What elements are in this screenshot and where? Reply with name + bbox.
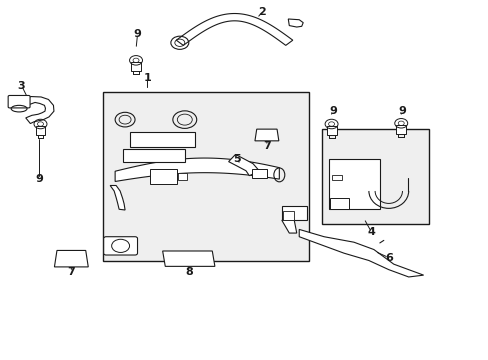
Polygon shape <box>26 96 54 123</box>
FancyBboxPatch shape <box>103 237 137 255</box>
Text: 9: 9 <box>133 30 141 39</box>
Polygon shape <box>254 129 278 141</box>
Bar <box>326 126 336 135</box>
Text: 9: 9 <box>36 174 43 184</box>
Bar <box>252 170 267 178</box>
Bar <box>102 92 308 261</box>
Text: 7: 7 <box>67 267 75 277</box>
Polygon shape <box>54 251 88 267</box>
Bar <box>131 62 141 71</box>
Polygon shape <box>299 229 423 277</box>
Polygon shape <box>281 220 296 233</box>
Polygon shape <box>288 19 303 27</box>
Text: 2: 2 <box>258 8 265 17</box>
Bar <box>36 126 45 135</box>
Text: 1: 1 <box>143 72 151 82</box>
Text: 4: 4 <box>366 227 375 237</box>
Bar <box>122 149 184 162</box>
Bar <box>282 211 293 220</box>
Bar <box>328 159 379 209</box>
Bar <box>321 129 427 224</box>
Polygon shape <box>115 158 279 181</box>
Polygon shape <box>228 154 259 176</box>
Bar <box>281 206 306 220</box>
FancyBboxPatch shape <box>8 95 30 108</box>
Text: 9: 9 <box>328 106 336 116</box>
Bar <box>395 125 406 134</box>
Polygon shape <box>176 14 292 45</box>
Polygon shape <box>163 251 214 266</box>
Text: 7: 7 <box>263 141 270 151</box>
Text: 8: 8 <box>184 267 192 277</box>
Bar <box>329 198 348 209</box>
Bar <box>150 169 177 184</box>
Text: 3: 3 <box>18 81 25 91</box>
Bar <box>178 174 187 180</box>
Polygon shape <box>110 185 125 210</box>
Text: 6: 6 <box>384 253 392 262</box>
Bar <box>130 132 194 147</box>
Bar <box>331 175 341 180</box>
Text: 5: 5 <box>233 154 241 164</box>
Text: 9: 9 <box>398 106 406 116</box>
